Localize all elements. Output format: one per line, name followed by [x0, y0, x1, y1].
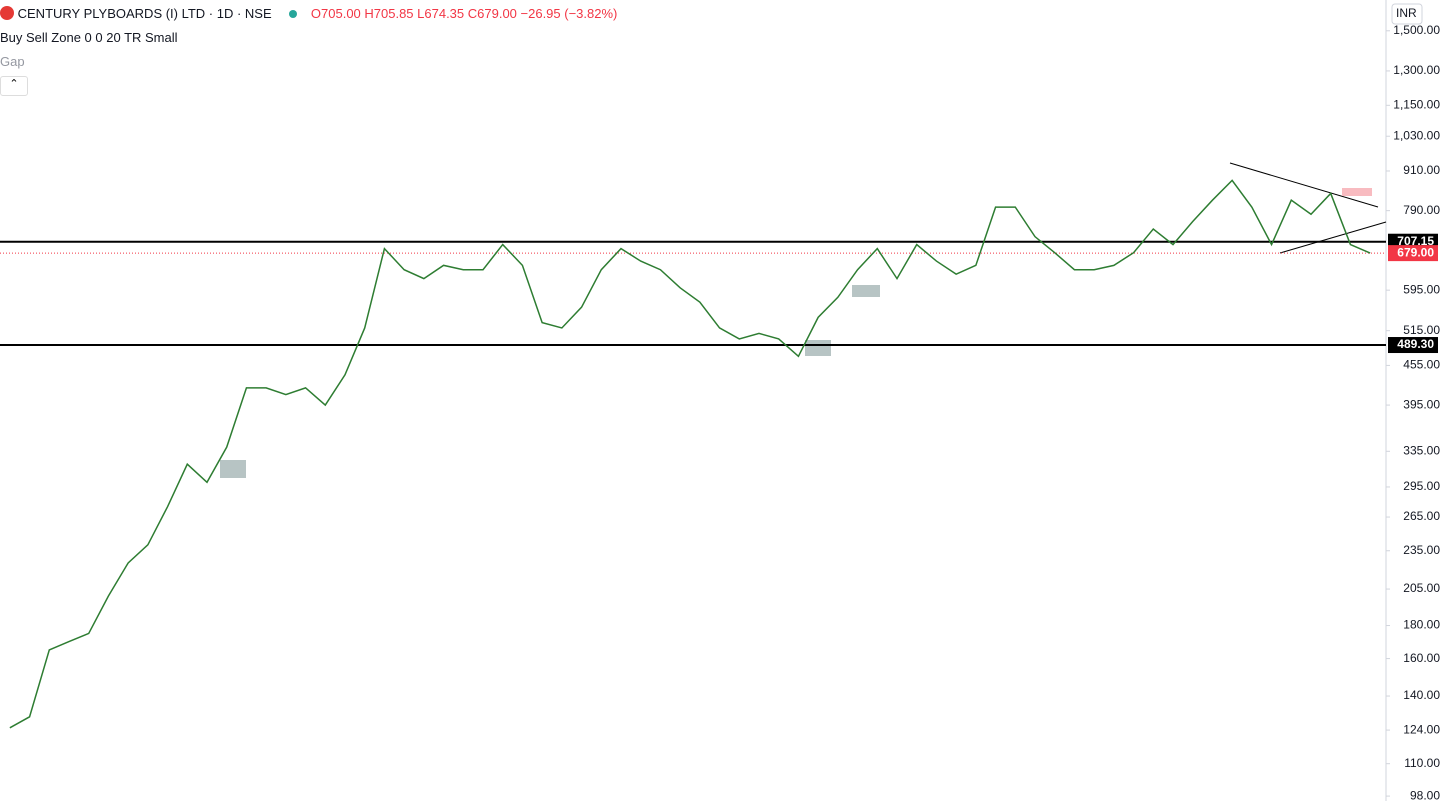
zone [852, 285, 880, 297]
y-tick-label: 595.00 [1403, 282, 1440, 296]
zone [220, 460, 246, 478]
header: CENTURY PLYBOARDS (I) LTD · 1D · NSE O70… [0, 6, 617, 21]
indicator2-label[interactable]: Gap [0, 54, 25, 69]
logo [0, 6, 14, 20]
currency: INR [1396, 6, 1417, 20]
currency-box[interactable] [1391, 3, 1423, 25]
status-dot [289, 10, 298, 18]
y-tick-label: 235.00 [1403, 543, 1440, 557]
last-price-box [1388, 245, 1438, 262]
price-line [9, 179, 1371, 729]
y-tick-label: 110.00 [1404, 756, 1440, 770]
y-tick-label: 265.00 [1403, 509, 1440, 523]
y-tick-label: 395.00 [1403, 397, 1440, 411]
y-tick-label: 98.00 [1410, 788, 1440, 801]
y-tick-label: 790.00 [1403, 203, 1440, 217]
level-label: 489.30 [1397, 337, 1434, 351]
last-price-label: 679.00 [1397, 245, 1434, 259]
y-tick-label: 515.00 [1403, 323, 1440, 337]
y-tick-label: 1,030.00 [1393, 128, 1440, 142]
symbol-title[interactable]: CENTURY PLYBOARDS (I) LTD · 1D · NSE [17, 6, 272, 21]
y-tick-label: 124.00 [1403, 722, 1440, 736]
zone [1342, 188, 1372, 196]
zone [805, 340, 831, 356]
trendline [1279, 221, 1387, 254]
y-tick-label: 1,150.00 [1393, 97, 1440, 111]
trendline [1229, 162, 1379, 208]
collapse-button[interactable]: ⌃ [0, 76, 28, 96]
indicator-label[interactable]: Buy Sell Zone 0 0 20 TR Small [0, 30, 178, 45]
y-tick-label: 140.00 [1403, 688, 1440, 702]
y-tick-label: 910.00 [1403, 163, 1440, 177]
level-box [1388, 233, 1438, 250]
y-tick-label: 205.00 [1403, 581, 1440, 595]
y-tick-label: 180.00 [1403, 618, 1440, 632]
y-tick-label: 1,500.00 [1393, 23, 1440, 37]
y-tick-label: 160.00 [1403, 651, 1440, 665]
y-tick-label: 295.00 [1403, 479, 1440, 493]
level-box [1388, 337, 1438, 354]
y-tick-label: 335.00 [1403, 443, 1440, 457]
y-tick-label: 1,300.00 [1393, 63, 1440, 77]
y-tick-label: 455.00 [1403, 358, 1440, 372]
ohlc: O705.00 H705.85 L674.35 C679.00 −26.95 (… [310, 6, 618, 21]
level-label: 707.15 [1397, 234, 1434, 248]
